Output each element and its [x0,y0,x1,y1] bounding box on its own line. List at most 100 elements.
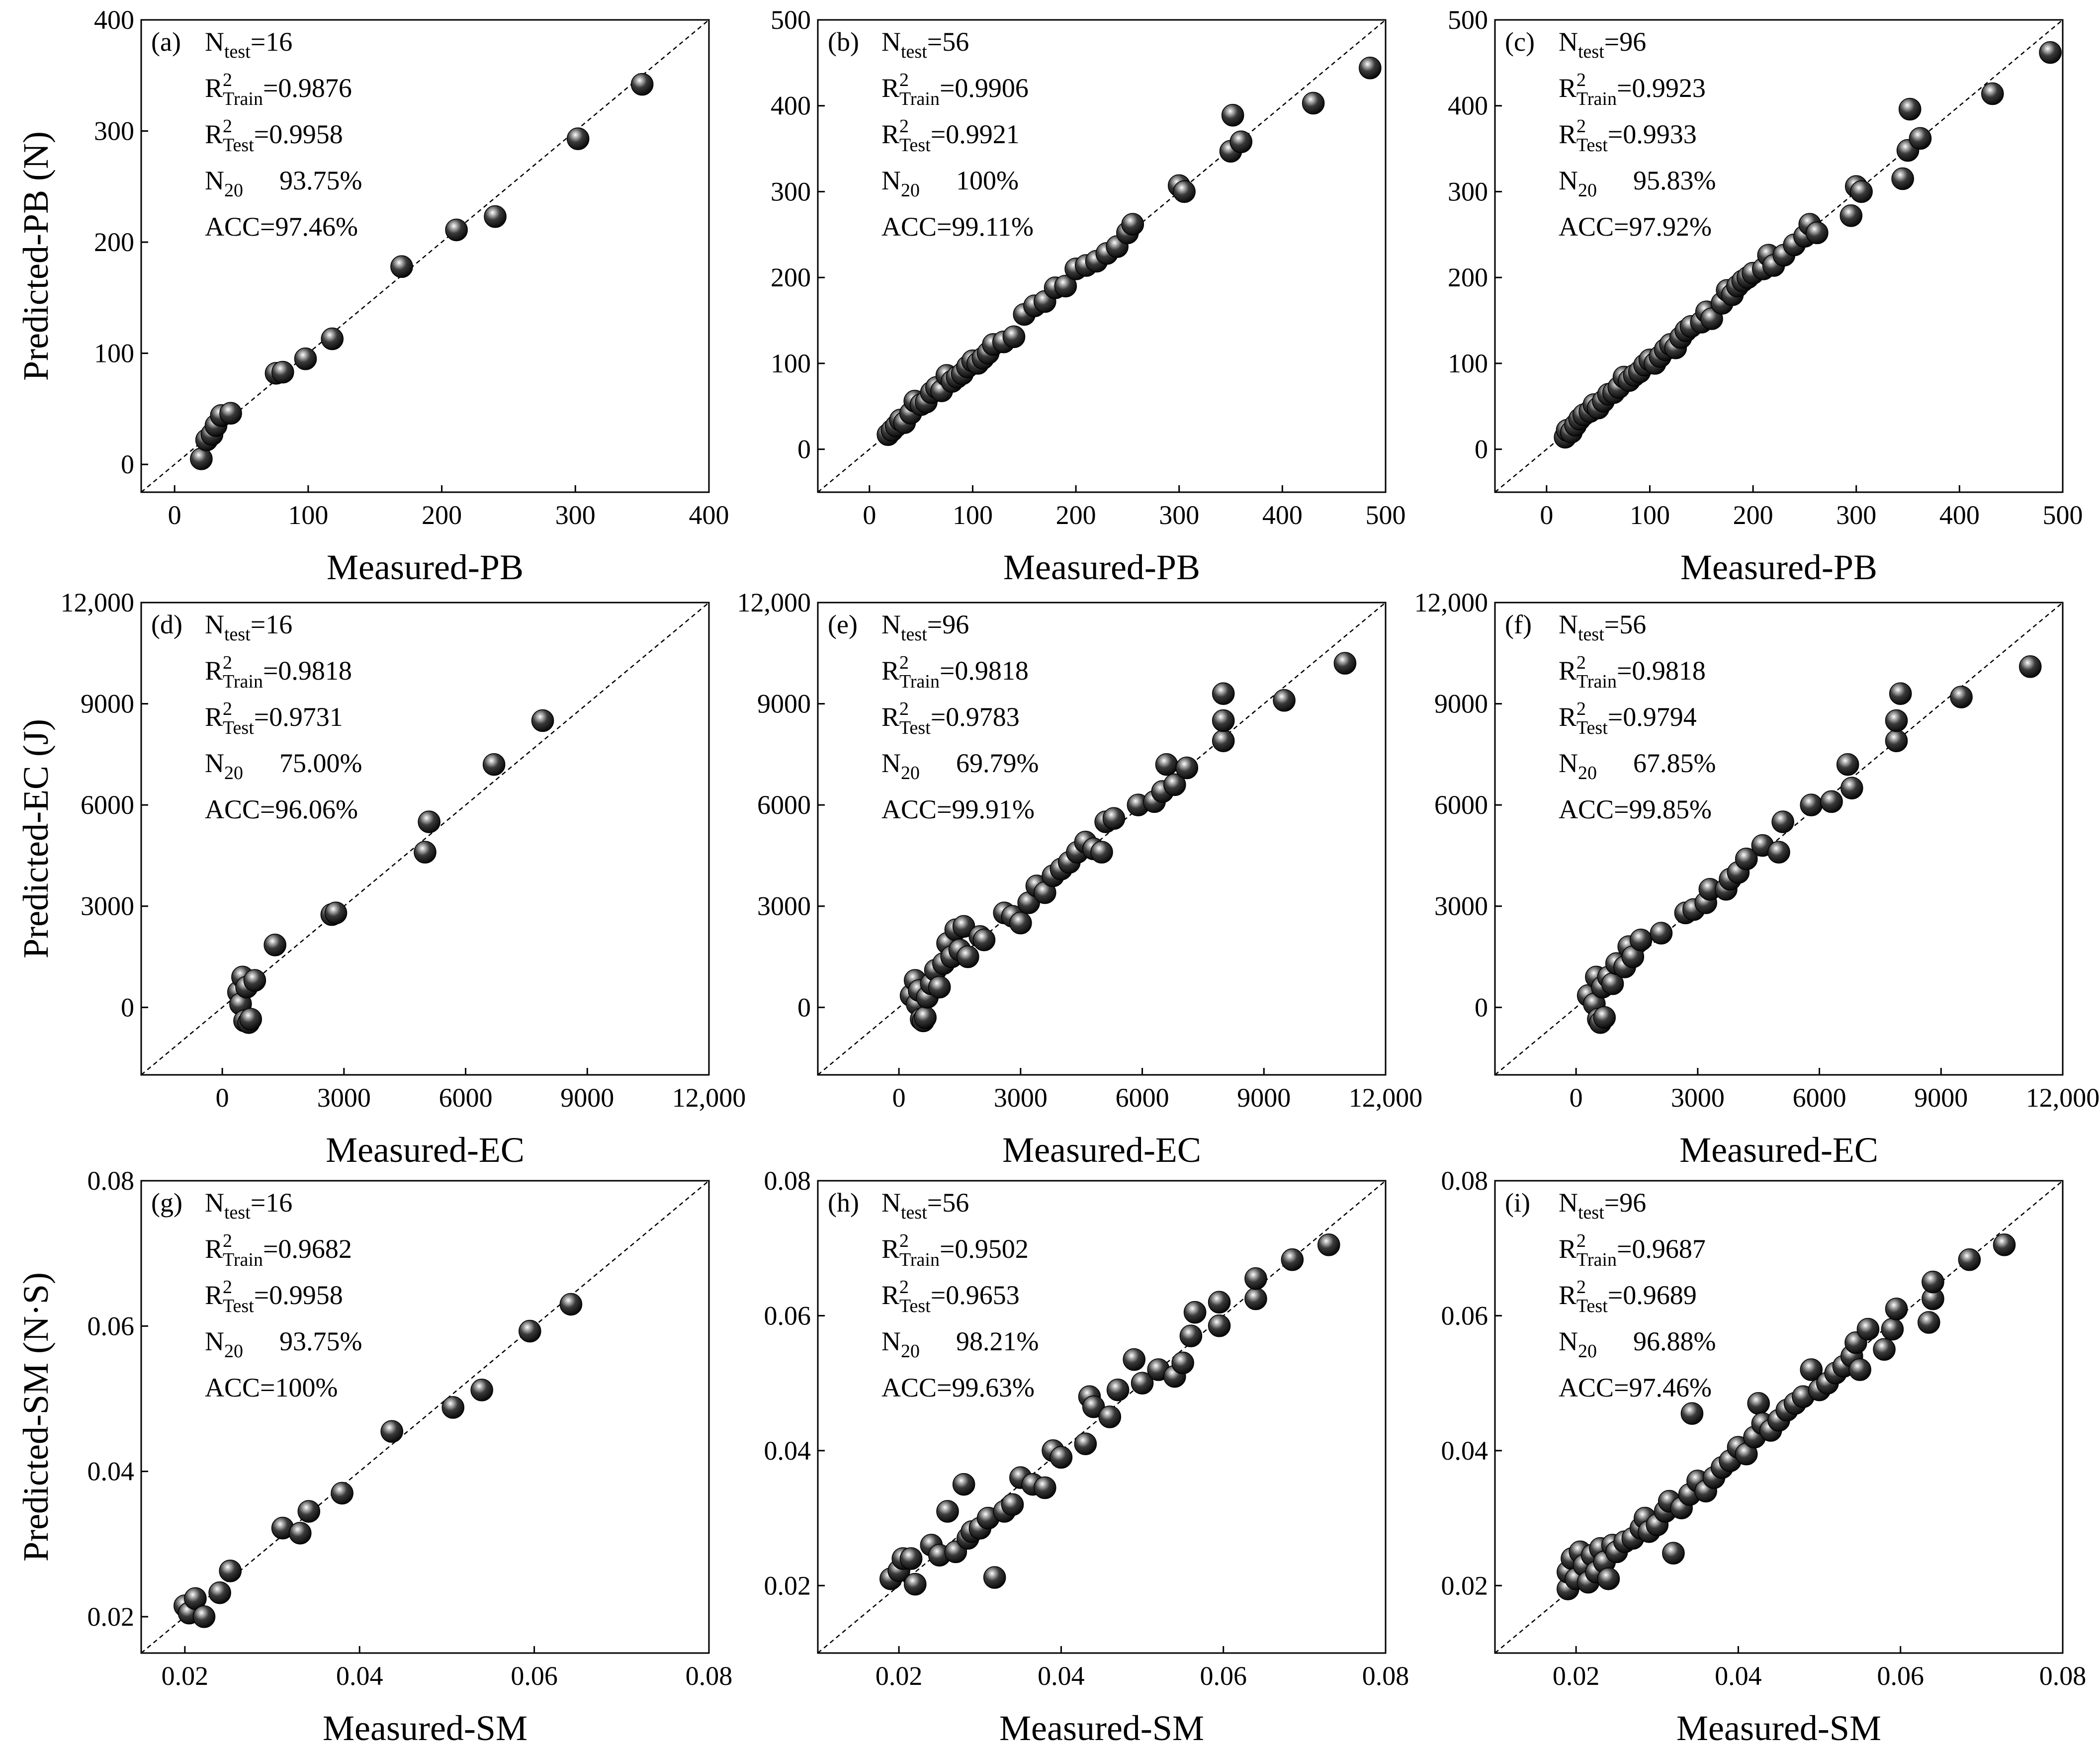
data-point [1244,1267,1267,1290]
data-point [239,1008,262,1031]
data-point [1179,1324,1203,1347]
data-point [1212,682,1235,705]
stat-value: =56 [1604,610,1646,639]
stat-subscript: Test [223,717,254,738]
data-point [904,1573,927,1596]
panel-label: (e) [828,610,858,639]
data-point [441,1396,464,1419]
stat-superscript: 2 [1576,70,1586,90]
data-point [1593,1006,1616,1029]
stat-subscript: Train [223,1249,263,1270]
data-point [484,205,507,228]
panel-e: 0 3000 6000 9000 12,000 0 3000 6000 9000 12,000 Me… [737,588,1423,1170]
stat-n20: N20 100% [881,166,1019,201]
data-point [1950,686,1973,708]
stat-r2-test: R2 Test=0.9958 [205,116,343,156]
data-point [1836,753,1859,776]
x-axis-label: Measured-PB [1680,547,1877,587]
y-tick-label: 400 [1448,91,1488,121]
y-tick-label: 400 [771,91,811,121]
y-tick-label: 0 [797,992,811,1022]
stat-subscript: Test [1576,1296,1608,1316]
stat-subscript: Train [1576,671,1617,692]
panel-f: 0 3000 6000 9000 12,000 0 3000 6000 9000 12,000 Me… [1414,588,2100,1170]
x-tick-label: 12,000 [2026,1083,2100,1113]
stat-r2-train: R2 Train=0.9906 [881,70,1029,109]
stat-value: =96 [1604,1188,1646,1218]
stat-n-test: Ntest=96 [1559,1188,1646,1223]
data-point [1800,1358,1823,1381]
stat-r2-train: R2 Train=0.9502 [881,1230,1029,1270]
x-tick-label: 300 [555,500,596,530]
panel-label: (b) [828,27,859,57]
plot-frame [1494,1180,2064,1654]
data-point [1922,1270,1944,1294]
y-tick-label: 0 [1475,992,1488,1022]
data-point [1074,1432,1097,1456]
y-tick-label: 500 [1448,5,1488,35]
x-axis-label: Measured-EC [1679,1130,1878,1170]
y-tick-label: 6000 [1434,790,1488,820]
x-tick-label: 0.04 [1038,1661,1085,1691]
x-tick-label: 0 [863,500,876,530]
stat-value: 96.88% [1633,1326,1716,1356]
stat-acc: ACC=97.46% [1559,1373,1712,1402]
x-tick-label: 0.08 [2039,1661,2087,1691]
data-point [1244,1287,1267,1311]
data-point [1771,810,1794,833]
stat-symbol: N [205,748,224,778]
x-tick-label: 0 [892,1083,906,1113]
data-point [1747,1392,1770,1415]
stat-value: =0.9682 [263,1234,352,1264]
data-point [559,1293,583,1316]
panel-d: 0 3000 6000 9000 12,000 0 3000 6000 9000 12,000 Me… [16,588,746,1170]
stat-r2-train: R2 Train=0.9818 [881,652,1029,692]
stat-r2-test: R2 Test=0.9783 [881,699,1020,738]
x-tick-label: 0.06 [1877,1661,1924,1691]
data-point [1909,127,1932,150]
y-tick-label: 0.08 [1441,1166,1488,1196]
stat-value: =56 [927,27,969,57]
y-tick-label: 100 [94,339,134,368]
stat-value: =0.9687 [1617,1234,1706,1264]
x-tick-label: 0.04 [336,1661,383,1691]
y-tick-label: 6000 [757,790,811,820]
data-point [470,1379,493,1401]
stat-value: =0.9933 [1608,119,1697,149]
stat-value: =16 [251,610,292,639]
x-tick-label: 100 [953,500,993,530]
stat-value: 69.79% [956,748,1039,778]
data-point [1885,729,1908,752]
stat-symbol: R [1559,702,1576,732]
y-tick-label: 200 [1448,262,1488,292]
stat-subscript: test [901,41,927,62]
data-point [324,901,348,925]
stat-superscript: 2 [899,1230,909,1251]
stat-symbol: R [1559,1234,1576,1264]
y-tick-label: 9000 [81,689,134,719]
data-point [1800,793,1823,816]
stat-subscript: Test [899,717,931,738]
data-point [519,1319,541,1343]
stat-symbol: R [205,702,223,732]
y-tick-label: 3000 [1434,891,1488,921]
stat-subscript: Test [223,135,254,156]
data-point [1171,1351,1194,1375]
stat-superscript: 2 [223,652,232,673]
y-tick-label: 9000 [1434,689,1488,719]
stat-value: 93.75% [279,1326,362,1356]
data-point [1229,130,1253,154]
x-tick-label: 100 [1630,500,1670,530]
data-point [1121,213,1144,236]
stat-value: =96 [927,610,969,639]
y-tick-label: 6000 [81,790,134,820]
panel-a: 0 100 200 300 400 0 100 200 300 400 Measured-PB Pre… [16,5,729,587]
data-point [297,1500,321,1523]
data-point [271,360,294,384]
stat-value: =0.9876 [263,73,352,103]
stat-subscript: test [224,624,251,645]
data-point [1885,1298,1908,1320]
stat-acc: ACC=97.92% [1559,212,1712,242]
stat-subscript: test [224,1202,251,1223]
stat-symbol: N [205,27,224,57]
